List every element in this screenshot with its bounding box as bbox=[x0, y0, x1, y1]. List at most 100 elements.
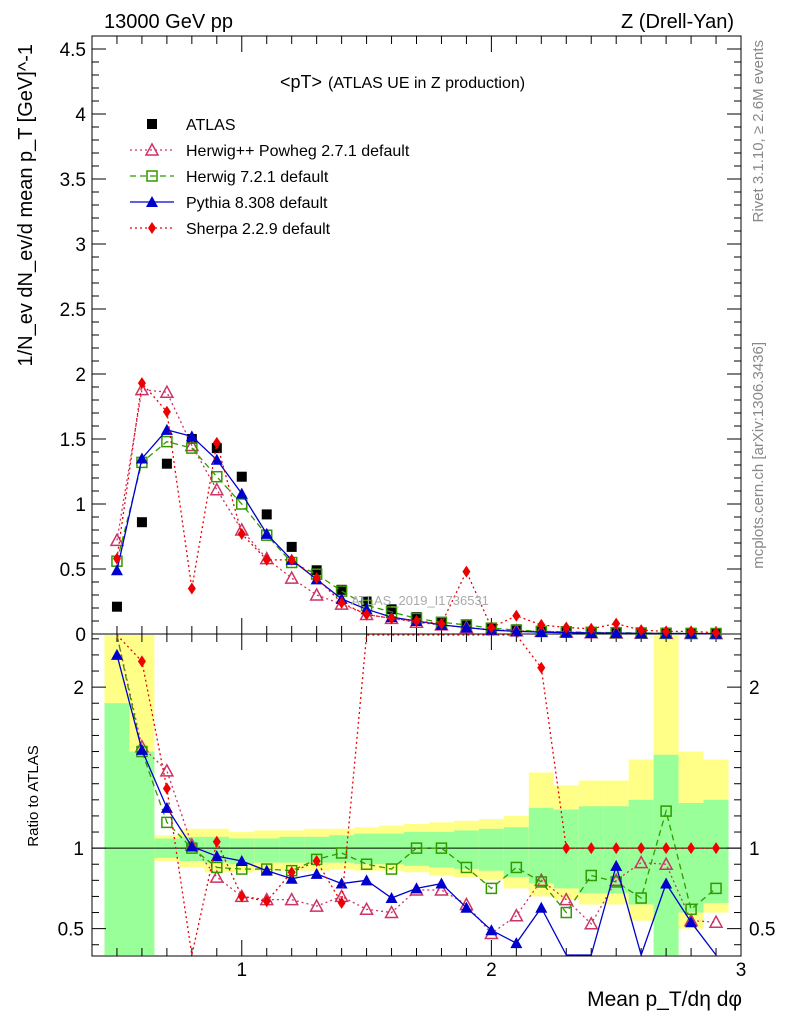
ratio-tick-label: 1 bbox=[73, 839, 84, 860]
ratio-point bbox=[510, 861, 523, 874]
ratio-point bbox=[658, 856, 674, 870]
data-point bbox=[487, 621, 496, 634]
ratio-point bbox=[712, 842, 721, 855]
data-point bbox=[135, 452, 148, 464]
data-point bbox=[462, 565, 471, 578]
data-point bbox=[136, 517, 147, 528]
data-point bbox=[512, 609, 521, 622]
data-point bbox=[236, 471, 247, 482]
ratio-point bbox=[160, 801, 173, 813]
legend-label: Sherpa 2.2.9 default bbox=[186, 221, 331, 238]
ratio-band-green bbox=[453, 830, 479, 870]
y-tick-label: 4 bbox=[75, 105, 86, 126]
ratio-point bbox=[535, 901, 548, 913]
ratio-point bbox=[337, 896, 346, 909]
legend-marker bbox=[147, 119, 157, 129]
ratio-point bbox=[610, 859, 623, 871]
data-point bbox=[437, 617, 446, 630]
y-tick-label: 2 bbox=[75, 365, 86, 386]
ratio-band-green bbox=[129, 751, 155, 955]
ratio-tick-label: 1 bbox=[749, 839, 760, 860]
ratio-point bbox=[587, 842, 596, 855]
y-tick-label: 1.5 bbox=[60, 430, 86, 451]
data-point bbox=[110, 564, 123, 576]
ratio-point bbox=[309, 898, 324, 912]
ratio-band-green bbox=[503, 827, 529, 878]
ratio-point bbox=[262, 895, 271, 908]
data-point bbox=[386, 604, 397, 615]
data-point bbox=[111, 601, 122, 612]
data-point bbox=[286, 541, 297, 552]
y-tick-label: 0.5 bbox=[60, 560, 86, 581]
data-point bbox=[562, 621, 571, 634]
data-point bbox=[587, 622, 596, 635]
ratio-point bbox=[660, 877, 673, 889]
ratio-point bbox=[310, 867, 323, 879]
ratio-axis-label: Ratio to ATLAS bbox=[25, 745, 42, 846]
series-4 bbox=[112, 377, 721, 639]
ratio-band-green bbox=[653, 754, 679, 955]
y-tick-label: 3 bbox=[75, 235, 86, 256]
y-tick-label: 0 bbox=[75, 625, 86, 646]
ratio-band-green bbox=[104, 703, 130, 955]
ratio-point bbox=[185, 840, 198, 852]
data-point bbox=[361, 596, 372, 607]
data-point bbox=[284, 570, 299, 584]
ratio-point bbox=[585, 869, 597, 882]
legend-marker bbox=[146, 196, 158, 207]
ratio-band-green bbox=[528, 807, 554, 884]
ratio-tick-label: 2 bbox=[749, 678, 760, 699]
axis-ticks: 00.511.522.533.544.51 2 30.5 0.51 12 2 bbox=[58, 35, 775, 981]
ratio-point bbox=[385, 863, 398, 875]
data-point bbox=[235, 487, 248, 499]
ratio-band-green bbox=[678, 803, 704, 913]
ratio-point bbox=[434, 882, 449, 896]
ratio-point bbox=[560, 906, 573, 919]
ratio-point bbox=[562, 842, 571, 855]
chart-title: <pT> bbox=[280, 72, 322, 92]
ratio-point bbox=[537, 661, 546, 674]
x-tick-label: 1 bbox=[236, 960, 247, 981]
ratio-point bbox=[687, 842, 696, 855]
ratio-point bbox=[710, 882, 722, 895]
ratio-point bbox=[384, 904, 399, 919]
ratio-point bbox=[460, 901, 473, 913]
ratio-point bbox=[360, 874, 373, 886]
data-point bbox=[109, 532, 125, 547]
ratio-point bbox=[637, 842, 646, 855]
ratio-point bbox=[608, 872, 624, 887]
ratio-point bbox=[110, 648, 123, 660]
ratio-point bbox=[685, 916, 698, 928]
ratio-point bbox=[485, 924, 498, 936]
data-point bbox=[261, 509, 272, 520]
data-point bbox=[212, 436, 221, 449]
data-point bbox=[612, 617, 621, 630]
data-point bbox=[187, 582, 196, 595]
ratio-band-green bbox=[254, 838, 280, 863]
x-tick-label: 3 bbox=[736, 960, 747, 981]
ratio-point bbox=[287, 866, 296, 879]
ratio-band-green bbox=[379, 833, 405, 865]
ratio-point bbox=[162, 782, 171, 795]
ratio-line bbox=[116, 634, 717, 914]
ratio-tick-label: 0.5 bbox=[749, 920, 775, 941]
x-tick-label: 2 bbox=[486, 960, 497, 981]
legend-label: ATLAS bbox=[186, 117, 236, 134]
ratio-point bbox=[312, 855, 321, 868]
data-point bbox=[309, 587, 324, 601]
data-point bbox=[211, 470, 223, 483]
ratio-point bbox=[510, 937, 523, 949]
data-point bbox=[160, 423, 173, 435]
ratio-band-green bbox=[279, 836, 305, 863]
data-point bbox=[460, 621, 473, 633]
data-point bbox=[186, 442, 198, 454]
chart-subtitle: (ATLAS UE in Z production) bbox=[328, 75, 525, 92]
legend-label: Herwig++ Powheg 2.7.1 default bbox=[186, 143, 410, 160]
data-point bbox=[112, 552, 121, 565]
ratio-band-green bbox=[428, 832, 454, 868]
ratio-point bbox=[708, 914, 724, 928]
data-point bbox=[337, 596, 346, 609]
data-point bbox=[362, 608, 371, 621]
data-point bbox=[210, 453, 223, 465]
ratio-line bbox=[116, 634, 717, 935]
